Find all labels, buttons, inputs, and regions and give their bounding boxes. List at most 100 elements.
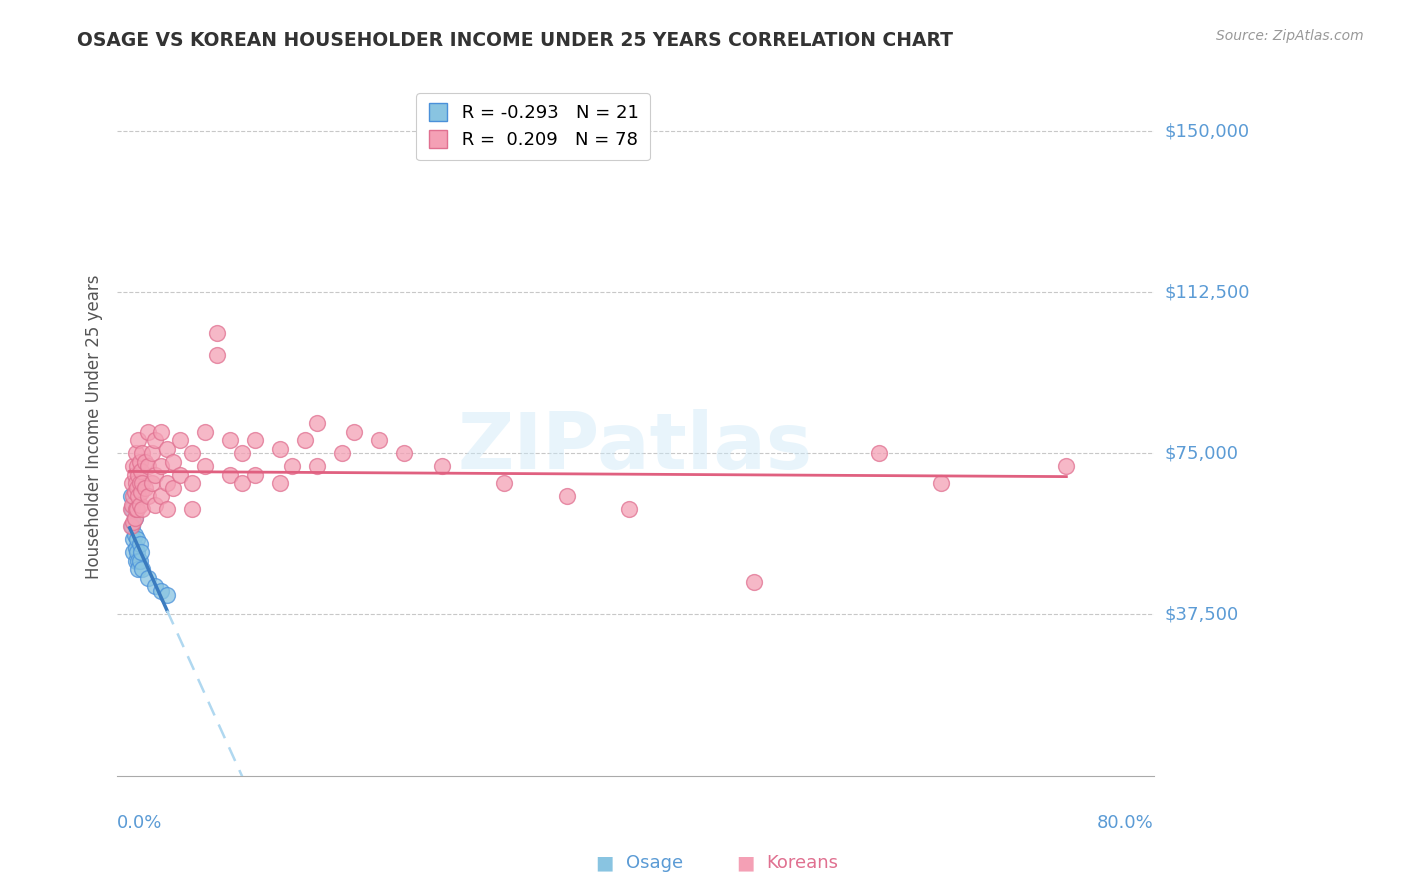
Point: [194, 459, 217, 474]
Point: [127, 489, 149, 503]
Point: [120, 502, 142, 516]
Point: [156, 502, 179, 516]
Point: [125, 476, 148, 491]
Point: [156, 476, 179, 491]
Point: [169, 434, 191, 448]
Point: [868, 446, 890, 460]
Text: $75,000: $75,000: [1166, 444, 1239, 462]
Point: [555, 489, 578, 503]
Point: [125, 554, 148, 568]
Point: [131, 446, 153, 460]
Legend:  R = -0.293   N = 21,  R =  0.209   N = 78: R = -0.293 N = 21, R = 0.209 N = 78: [416, 94, 650, 161]
Point: [181, 446, 204, 460]
Point: [129, 545, 152, 559]
Point: [127, 434, 149, 448]
Point: [127, 545, 149, 559]
Point: [330, 446, 353, 460]
Point: [122, 459, 145, 474]
Text: $112,500: $112,500: [1166, 284, 1250, 301]
Point: [129, 485, 152, 500]
Point: [127, 554, 149, 568]
Point: [305, 459, 328, 474]
Point: [149, 489, 172, 503]
Point: [127, 502, 149, 516]
Point: [218, 434, 240, 448]
Point: [149, 459, 172, 474]
Point: [124, 510, 146, 524]
Point: [143, 498, 166, 512]
Point: [122, 545, 145, 559]
Point: [1054, 459, 1077, 474]
Point: [162, 455, 184, 469]
Point: [124, 528, 146, 542]
Point: [121, 502, 143, 516]
Point: [128, 554, 150, 568]
Point: [127, 562, 149, 576]
Point: [127, 459, 149, 474]
Point: [162, 481, 184, 495]
Point: [138, 459, 160, 474]
Point: [143, 467, 166, 482]
Point: [156, 588, 179, 602]
Point: [141, 446, 163, 460]
Point: [343, 425, 366, 439]
Point: [269, 442, 291, 456]
Point: [430, 459, 453, 474]
Point: [231, 476, 253, 491]
Point: [134, 455, 156, 469]
Point: [619, 502, 641, 516]
Point: [269, 476, 291, 491]
Point: [143, 434, 166, 448]
Point: [742, 575, 765, 590]
Point: [138, 489, 160, 503]
Point: [129, 463, 152, 477]
Point: [243, 434, 266, 448]
Text: Source: ZipAtlas.com: Source: ZipAtlas.com: [1216, 29, 1364, 43]
Point: [281, 459, 304, 474]
Point: [131, 502, 153, 516]
Point: [169, 467, 191, 482]
Text: Koreans: Koreans: [766, 855, 838, 872]
Point: [131, 562, 153, 576]
Point: [124, 510, 146, 524]
Point: [120, 519, 142, 533]
Point: [494, 476, 516, 491]
Text: ■: ■: [735, 854, 755, 872]
Point: [124, 485, 146, 500]
Point: [122, 533, 145, 547]
Point: [394, 446, 416, 460]
Point: [205, 326, 228, 340]
Text: ■: ■: [595, 854, 614, 872]
Point: [121, 476, 143, 491]
Text: $150,000: $150,000: [1166, 122, 1250, 140]
Point: [128, 536, 150, 550]
Point: [305, 416, 328, 430]
Point: [125, 502, 148, 516]
Point: [294, 434, 316, 448]
Point: [141, 476, 163, 491]
Point: [125, 541, 148, 555]
Point: [131, 476, 153, 491]
Point: [128, 476, 150, 491]
Point: [156, 442, 179, 456]
Point: [143, 580, 166, 594]
Point: [194, 425, 217, 439]
Text: Osage: Osage: [626, 855, 683, 872]
Point: [931, 476, 953, 491]
Point: [122, 489, 145, 503]
Point: [181, 476, 204, 491]
Point: [138, 425, 160, 439]
Y-axis label: Householder Income Under 25 years: Householder Income Under 25 years: [86, 274, 103, 579]
Text: 80.0%: 80.0%: [1097, 814, 1154, 832]
Point: [149, 425, 172, 439]
Point: [231, 446, 253, 460]
Point: [121, 498, 143, 512]
Text: 0.0%: 0.0%: [117, 814, 163, 832]
Point: [134, 481, 156, 495]
Point: [243, 467, 266, 482]
Point: [128, 455, 150, 469]
Point: [127, 481, 149, 495]
Point: [181, 502, 204, 516]
Text: ZIPatlas: ZIPatlas: [458, 409, 813, 485]
Point: [149, 583, 172, 598]
